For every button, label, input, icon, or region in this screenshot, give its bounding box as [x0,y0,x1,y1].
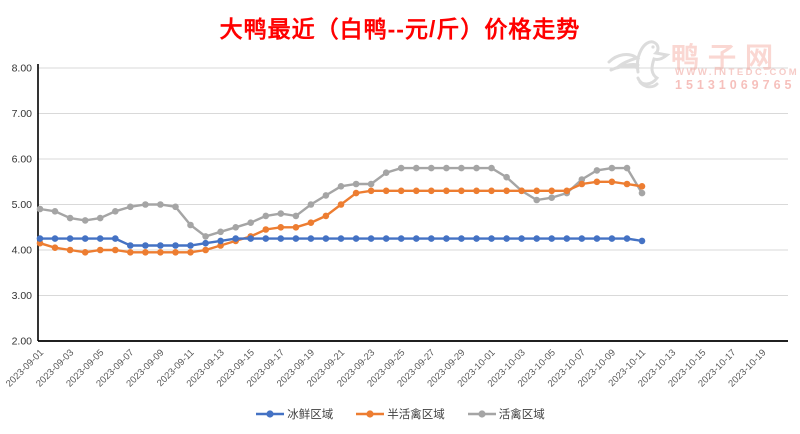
legend-marker-icon [256,410,285,418]
svg-text:8.00: 8.00 [12,63,33,75]
legend-item-0[interactable]: 冰鲜区域 [255,406,333,422]
axes [37,64,788,342]
svg-text:3.00: 3.00 [12,290,33,302]
y-axis-tick-labels: 2.00 3.00 4.00 5.00 6.00 7.00 8.00 [12,63,33,348]
svg-text:2.00: 2.00 [12,336,33,348]
chart-title: 大鸭最近（白鸭--元/斤）价格走势 [219,16,581,42]
series-冰鲜区域 [36,235,646,249]
svg-text:4.00: 4.00 [12,245,33,257]
gridlines [38,67,788,296]
legend-label: 活禽区域 [498,409,545,421]
legend-marker-icon [356,410,385,418]
legend-item-2[interactable]: 活禽区域 [467,406,545,422]
svg-text:7.00: 7.00 [12,108,33,120]
legend-label: 半活禽区域 [387,409,445,421]
legend-item-1[interactable]: 半活禽区域 [355,406,445,422]
svg-text:6.00: 6.00 [12,154,33,166]
legend-label: 冰鲜区域 [287,409,334,421]
legend-marker-icon [467,410,496,418]
svg-text:5.00: 5.00 [12,199,33,211]
chart-legend: 冰鲜区域 半活禽区域 活禽区域 [0,406,800,422]
x-axis-tick-labels: 2023-09-012023-09-032023-09-052023-09-07… [4,347,769,389]
